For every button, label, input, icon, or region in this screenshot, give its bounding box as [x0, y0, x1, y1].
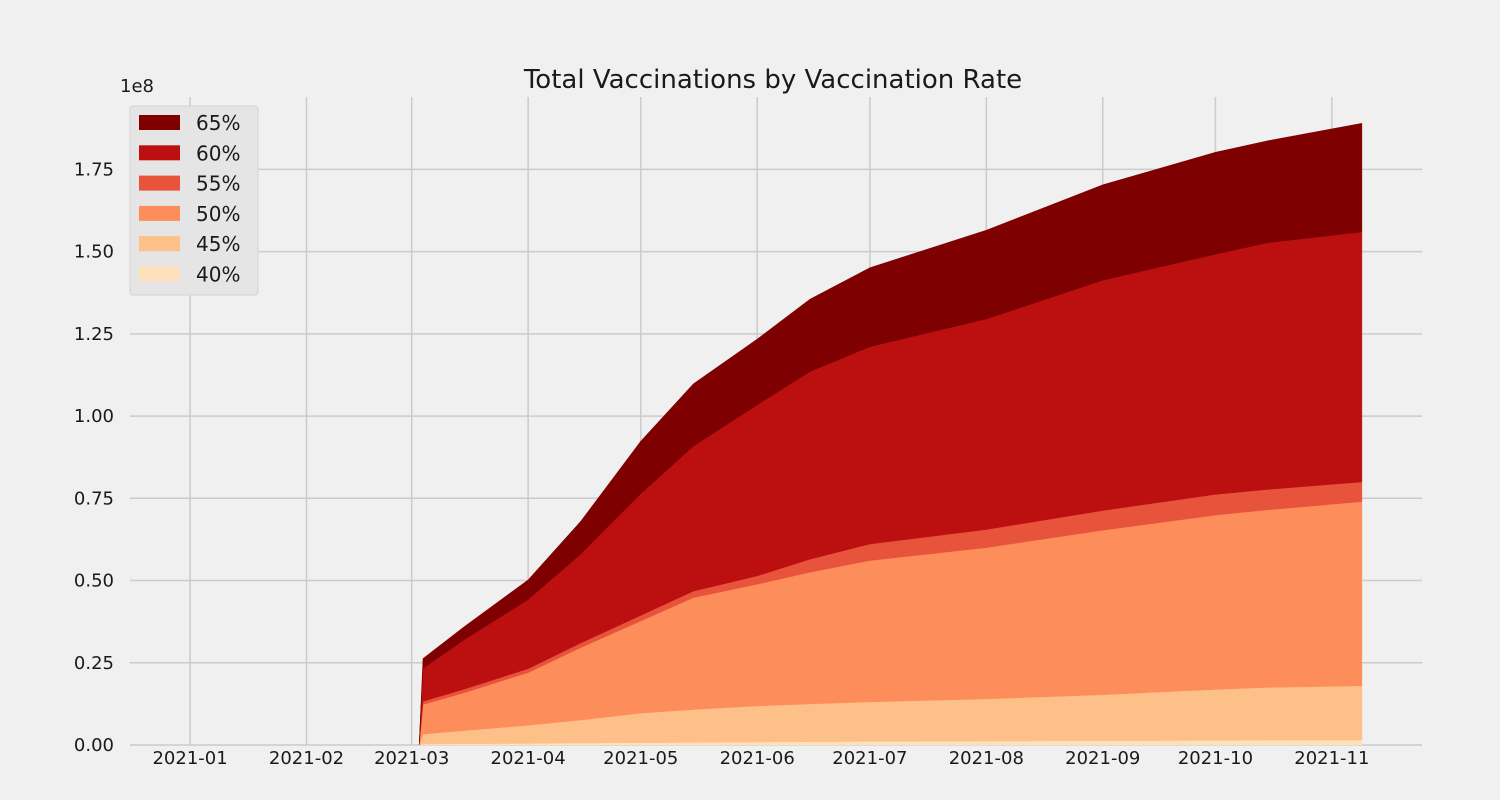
x-axis-ticks: 2021-01 2021-02 2021-03 2021-04 2021-05 2021-…	[152, 748, 1369, 769]
y-axis-offset-label: 1e8	[120, 76, 154, 97]
y-tick-label: 1.75	[74, 159, 114, 180]
x-tick-label: 2021-07	[832, 748, 907, 769]
legend-swatch	[139, 205, 180, 221]
y-tick-label: 1.00	[74, 406, 114, 427]
y-tick-label: 0.50	[74, 571, 114, 592]
legend-label: 45%	[196, 232, 240, 256]
legend-swatch	[139, 145, 180, 161]
legend-swatch	[139, 175, 180, 191]
x-tick-label: 2021-01	[152, 748, 227, 769]
legend-swatch	[139, 266, 180, 282]
legend-label: 50%	[196, 202, 240, 226]
y-tick-label: 0.25	[74, 653, 114, 674]
x-tick-label: 2021-09	[1065, 748, 1140, 769]
y-tick-label: 1.25	[74, 324, 114, 345]
area-series-layer	[418, 122, 1363, 746]
y-tick-label: 1.50	[74, 242, 114, 263]
x-tick-label: 2021-04	[491, 748, 566, 769]
legend-swatch	[139, 115, 180, 130]
legend-label: 65%	[196, 111, 240, 135]
legend: 65% 60% 55% 50% 45% 40%	[129, 105, 259, 296]
legend-label: 60%	[196, 141, 240, 165]
x-tick-label: 2021-02	[269, 748, 344, 769]
y-tick-label: 0.00	[74, 735, 114, 756]
y-axis-ticks: 0.00 0.25 0.50 0.75 1.00 1.25 1.50 1.75	[74, 159, 114, 756]
x-tick-label: 2021-08	[949, 748, 1024, 769]
legend-swatch	[139, 236, 180, 252]
y-tick-label: 0.75	[74, 488, 114, 509]
x-tick-label: 2021-11	[1294, 748, 1369, 769]
x-tick-label: 2021-10	[1178, 748, 1253, 769]
x-tick-label: 2021-05	[603, 748, 678, 769]
legend-label: 40%	[196, 263, 240, 287]
x-tick-label: 2021-06	[720, 748, 795, 769]
x-tick-label: 2021-03	[374, 748, 449, 769]
area-series-65pct	[418, 122, 1363, 746]
chart-title: Total Vaccinations by Vaccination Rate	[523, 65, 1022, 95]
legend-label: 55%	[196, 172, 240, 196]
